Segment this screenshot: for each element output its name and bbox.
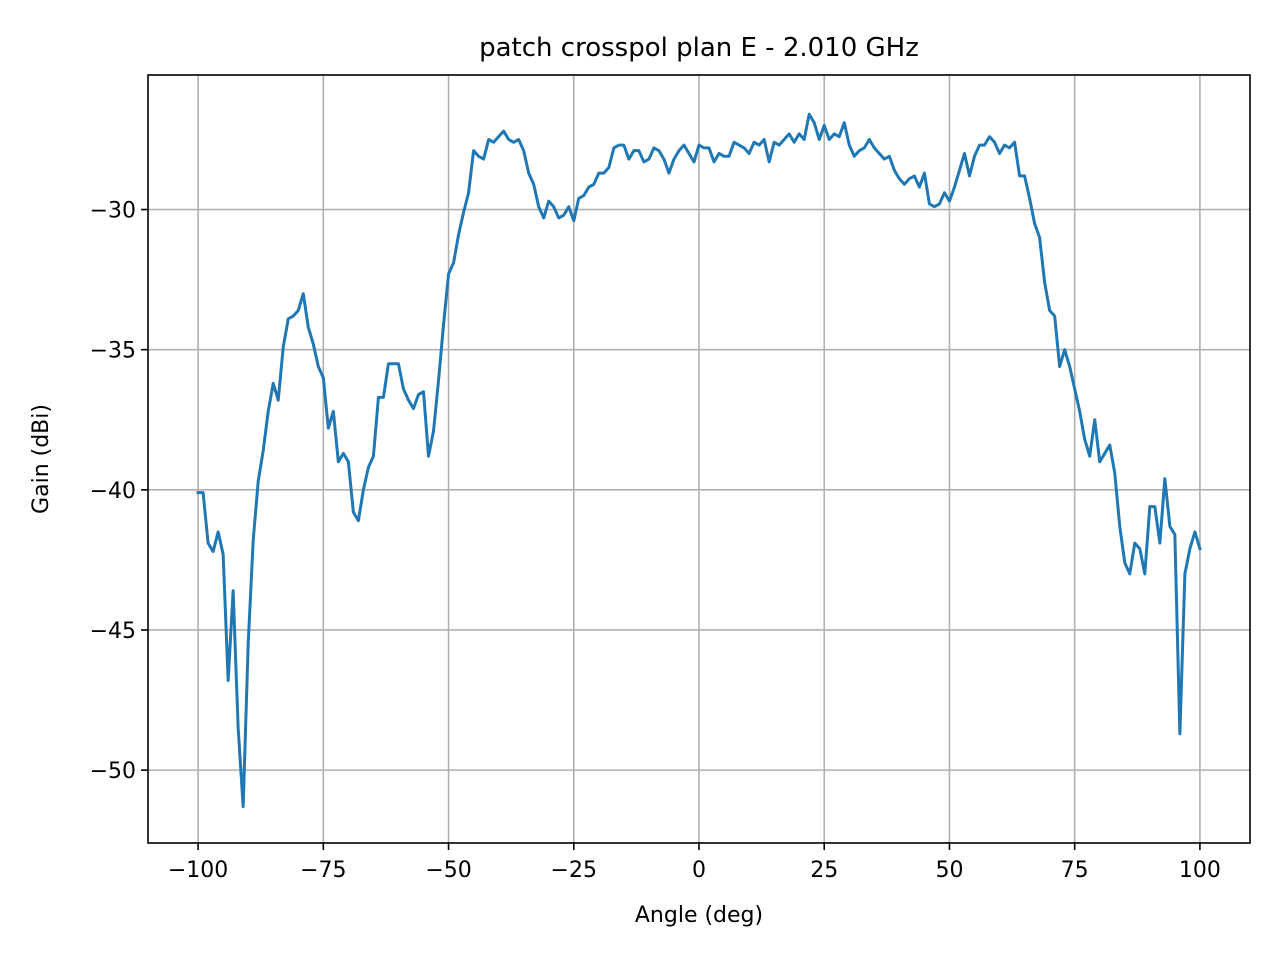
x-tick-label: −50	[425, 858, 471, 883]
series-layer	[196, 112, 1202, 809]
y-axis-label: Gain (dBi)	[29, 404, 54, 514]
y-tick-label: −45	[90, 619, 136, 644]
x-tick-label: −75	[300, 858, 346, 883]
x-tick-label: 0	[692, 858, 706, 883]
y-axis-ticks: −50 −45 −40 −35 −30	[90, 199, 148, 784]
series-line	[196, 112, 1202, 809]
x-tick-label: 100	[1179, 858, 1221, 883]
x-gridlines	[197, 75, 1201, 843]
x-axis-ticks: −100 −75 −50 −25 0 25 50 75 100	[168, 843, 1221, 883]
y-tick-label: −30	[90, 199, 136, 224]
x-axis-label: Angle (deg)	[635, 903, 763, 928]
x-tick-label: 50	[935, 858, 963, 883]
x-tick-label: 25	[810, 858, 838, 883]
x-tick-label: 75	[1061, 858, 1089, 883]
y-tick-label: −50	[90, 759, 136, 784]
chart-title: patch crosspol plan E - 2.010 GHz	[479, 33, 919, 63]
x-tick-label: −25	[551, 858, 597, 883]
y-tick-label: −40	[90, 479, 136, 504]
x-tick-label: −100	[168, 858, 228, 883]
y-gridlines	[148, 208, 1250, 771]
y-tick-label: −35	[90, 339, 136, 364]
